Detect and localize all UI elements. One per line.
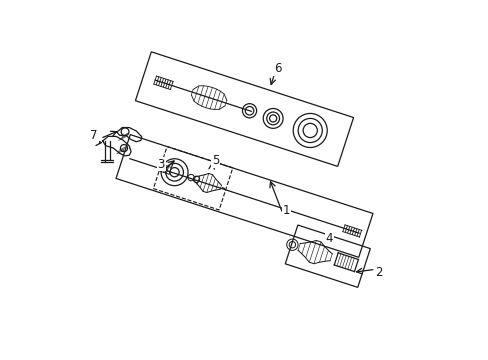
Text: 6: 6 [274, 62, 282, 75]
Text: 5: 5 [211, 154, 219, 167]
Text: 4: 4 [325, 232, 333, 245]
Text: 2: 2 [375, 266, 382, 279]
Text: 1: 1 [282, 204, 289, 217]
Text: 3: 3 [157, 158, 164, 171]
Text: 7: 7 [90, 129, 98, 142]
